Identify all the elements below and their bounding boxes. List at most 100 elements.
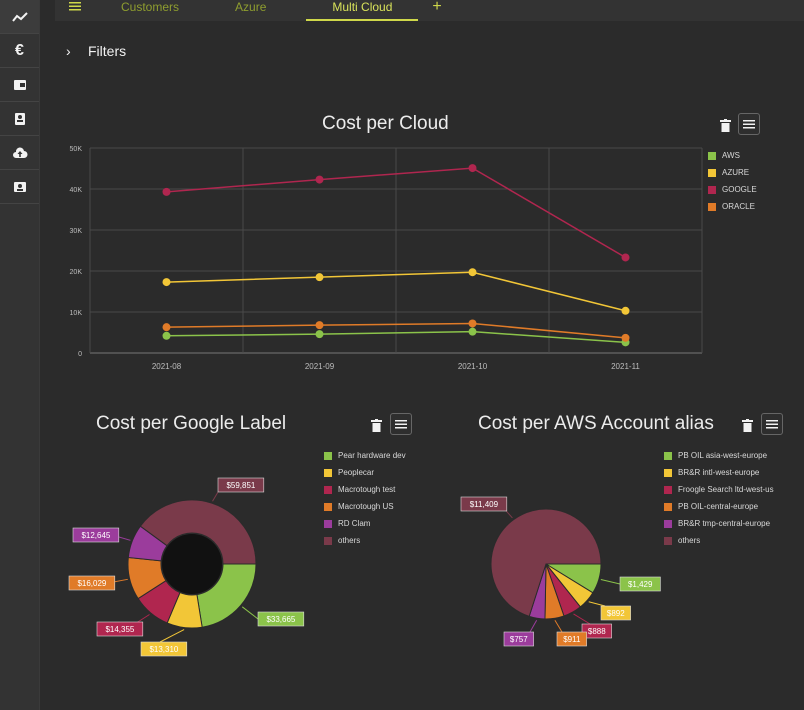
add-tab-button[interactable]: + bbox=[418, 0, 455, 21]
data-label: $892 bbox=[607, 609, 625, 618]
data-label-box bbox=[140, 641, 188, 657]
filters-label: Filters bbox=[88, 43, 127, 59]
x-tick-label: 2021-10 bbox=[458, 362, 488, 371]
data-label: $911 bbox=[563, 635, 581, 644]
sidebar-item-costs[interactable]: € bbox=[0, 34, 39, 68]
tab-customers[interactable]: Customers bbox=[121, 0, 180, 14]
series-line-google bbox=[166, 167, 626, 259]
legend-item[interactable]: AZURE bbox=[708, 164, 757, 181]
data-label: $13,310 bbox=[149, 645, 178, 654]
x-tick-label: 2021-11 bbox=[611, 362, 640, 371]
data-point-azure bbox=[621, 306, 630, 315]
legend-label: Macrotough US bbox=[338, 502, 394, 511]
legend-swatch bbox=[324, 536, 332, 545]
cloud-chart-menu-button[interactable] bbox=[738, 113, 760, 135]
donut-slice bbox=[137, 580, 181, 624]
google-chart-menu-button[interactable] bbox=[390, 413, 412, 435]
donut-slice bbox=[166, 591, 203, 629]
data-point-azure bbox=[315, 273, 324, 282]
hamburger-icon bbox=[395, 419, 407, 428]
data-label: $757 bbox=[510, 635, 528, 644]
legend-item[interactable]: PB OIL-central-europe bbox=[664, 498, 774, 515]
legend-swatch bbox=[324, 485, 332, 494]
cloud-upload-icon bbox=[12, 146, 27, 158]
data-point-aws bbox=[621, 338, 630, 347]
cloud-chart-legend: AWS AZURE GOOGLE ORACLE bbox=[708, 147, 757, 215]
sidebar-item-trends[interactable] bbox=[0, 0, 39, 34]
data-label-box bbox=[600, 605, 631, 621]
sidebar-item-upload[interactable] bbox=[0, 136, 39, 170]
cloud-chart-title: Cost per Cloud bbox=[322, 113, 449, 134]
cloud-chart-delete-button[interactable] bbox=[714, 114, 736, 136]
data-point-azure bbox=[468, 268, 477, 277]
legend-item[interactable]: Macrotough US bbox=[324, 498, 406, 515]
legend-item[interactable]: BR&R tmp-central-europe bbox=[664, 515, 774, 532]
series-line-oracle bbox=[166, 322, 626, 339]
donut-hole bbox=[162, 534, 222, 594]
legend-item[interactable]: Froogle Search ltd-west-us bbox=[664, 481, 774, 498]
label-leader-line bbox=[529, 619, 538, 633]
legend-swatch bbox=[664, 536, 672, 545]
legend-item[interactable]: Macrotough test bbox=[324, 481, 406, 498]
hamburger-icon bbox=[69, 2, 81, 11]
legend-item[interactable]: AWS bbox=[708, 147, 757, 164]
data-point-oracle bbox=[621, 333, 630, 342]
donut-slice bbox=[490, 508, 602, 617]
y-tick-label: 0 bbox=[78, 351, 82, 358]
google-chart-delete-button[interactable] bbox=[365, 414, 387, 436]
sidebar-item-contacts[interactable] bbox=[0, 102, 39, 136]
tab-multi-cloud[interactable]: Multi Cloud bbox=[306, 1, 419, 21]
legend-item[interactable]: ORACLE bbox=[708, 198, 757, 215]
sidebar-item-badge[interactable] bbox=[0, 170, 39, 204]
legend-swatch bbox=[708, 185, 716, 194]
legend-label: Froogle Search ltd-west-us bbox=[678, 485, 774, 494]
sidebar-item-wallet[interactable] bbox=[0, 68, 39, 102]
wallet-icon bbox=[13, 79, 26, 90]
legend-swatch bbox=[324, 468, 332, 477]
legend-item[interactable]: others bbox=[324, 532, 406, 549]
filters-toggle[interactable]: › Filters bbox=[66, 43, 126, 59]
data-label: $12,645 bbox=[81, 531, 110, 540]
data-label: $1,429 bbox=[628, 580, 653, 589]
aws-chart-delete-button[interactable] bbox=[736, 414, 758, 436]
data-point-oracle bbox=[162, 323, 171, 332]
data-label: $59,851 bbox=[226, 481, 255, 490]
label-leader-line bbox=[588, 601, 606, 607]
menu-button[interactable] bbox=[55, 2, 95, 21]
x-tick-label: 2021-08 bbox=[152, 362, 182, 371]
legend-label: Pear hardware dev bbox=[338, 451, 406, 460]
legend-label: AZURE bbox=[722, 168, 750, 177]
legend-item[interactable]: Peoplecar bbox=[324, 464, 406, 481]
label-leader-line bbox=[107, 578, 128, 584]
legend-item[interactable]: PB OIL asia-west-europe bbox=[664, 447, 774, 464]
legend-swatch bbox=[708, 151, 716, 160]
data-point-oracle bbox=[468, 319, 477, 328]
trash-icon bbox=[741, 418, 753, 432]
legend-item[interactable]: GOOGLE bbox=[708, 181, 757, 198]
tab-azure[interactable]: Azure bbox=[235, 0, 267, 14]
donut-slice bbox=[544, 563, 565, 620]
legend-label: others bbox=[338, 536, 361, 545]
aws-chart-title: Cost per AWS Account alias bbox=[478, 413, 714, 434]
legend-label: Peoplecar bbox=[338, 468, 375, 477]
sidebar: € bbox=[0, 0, 40, 710]
trash-icon bbox=[370, 418, 382, 432]
legend-item[interactable]: RD Clam bbox=[324, 515, 406, 532]
legend-item[interactable]: BR&R intl-west-europe bbox=[664, 464, 774, 481]
data-label: $16,029 bbox=[77, 579, 106, 588]
legend-item[interactable]: others bbox=[664, 532, 774, 549]
legend-label: AWS bbox=[722, 151, 740, 160]
legend-item[interactable]: Pear hardware dev bbox=[324, 447, 406, 464]
y-tick-label: 30K bbox=[70, 228, 83, 235]
donut-slice bbox=[545, 563, 582, 617]
aws-chart-menu-button[interactable] bbox=[761, 413, 783, 435]
donut-slice bbox=[139, 499, 257, 565]
data-label-box bbox=[619, 576, 661, 592]
data-label-box bbox=[460, 496, 508, 512]
data-label-box bbox=[581, 623, 612, 639]
legend-swatch bbox=[708, 202, 716, 211]
data-point-aws bbox=[162, 331, 171, 340]
data-point-google bbox=[315, 175, 324, 184]
